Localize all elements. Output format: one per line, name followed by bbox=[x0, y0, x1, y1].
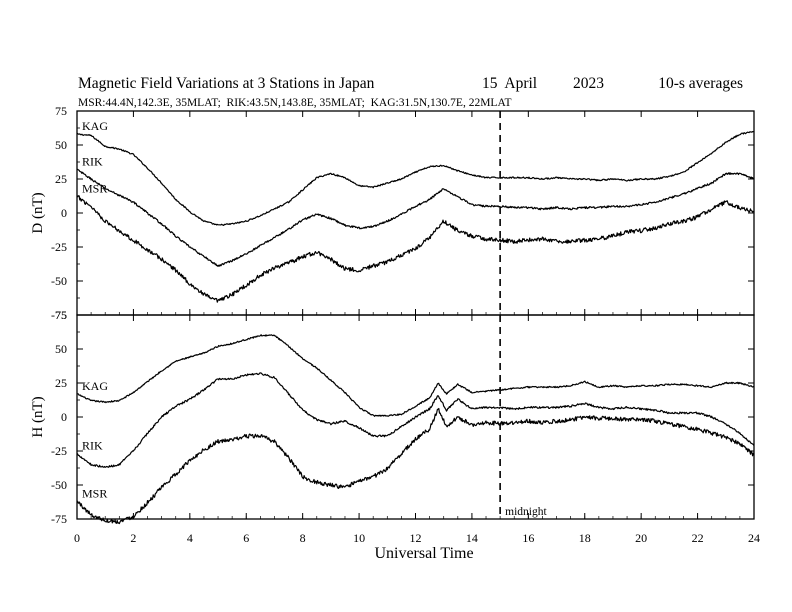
chart-averaging: 10-s averages bbox=[658, 75, 743, 92]
y-tick-label: 25 bbox=[55, 172, 67, 186]
x-tick-label: 16 bbox=[522, 531, 534, 545]
x-tick-label: 18 bbox=[579, 531, 591, 545]
series-line-kag bbox=[76, 130, 755, 226]
series-label-kag: KAG bbox=[82, 379, 108, 393]
x-tick-label: 24 bbox=[748, 531, 760, 545]
y-tick-label: -75 bbox=[51, 308, 67, 322]
y-tick-label: -50 bbox=[51, 274, 67, 288]
chart-title: Magnetic Field Variations at 3 Stations … bbox=[78, 75, 375, 92]
y-tick-label: 0 bbox=[61, 410, 67, 424]
series-line-msr bbox=[76, 407, 755, 525]
series-line-msr bbox=[76, 195, 755, 303]
x-axis-label: Universal Time bbox=[374, 545, 473, 562]
series-label-rik: RIK bbox=[82, 154, 103, 168]
x-tick-label: 4 bbox=[187, 531, 193, 545]
series-line-rik bbox=[76, 372, 755, 468]
series-label-rik: RIK bbox=[82, 439, 103, 453]
chart-year: 2023 bbox=[573, 75, 604, 92]
x-tick-label: 12 bbox=[410, 531, 422, 545]
y-tick-label: 50 bbox=[55, 138, 67, 152]
x-tick-label: 20 bbox=[635, 531, 647, 545]
y-tick-label: 25 bbox=[55, 376, 67, 390]
panel-h: 75 50 25 0 -25 -50 -75 H (nT) KAG RIK MSR bbox=[30, 308, 755, 526]
x-tick-label: 22 bbox=[692, 531, 704, 545]
y-tick-label: -25 bbox=[51, 240, 67, 254]
y-tick-label: -75 bbox=[51, 512, 67, 526]
y-axis-label: H (nT) bbox=[30, 396, 46, 437]
y-tick-label: 75 bbox=[55, 308, 67, 322]
series-label-msr: MSR bbox=[82, 486, 107, 500]
x-axis: 0 2 4 6 8 10 12 14 16 18 20 22 24 bbox=[74, 531, 760, 545]
y-tick-label: -50 bbox=[51, 478, 67, 492]
x-tick-label: 0 bbox=[74, 531, 80, 545]
panel-frame bbox=[76, 110, 755, 316]
x-tick-label: 8 bbox=[300, 531, 306, 545]
y-tick-label: 75 bbox=[55, 104, 67, 118]
panel-d: 75 50 25 0 -25 -50 -75 D (nT) KAG RIK MSR bbox=[30, 104, 755, 322]
series-label-msr: MSR bbox=[82, 182, 107, 196]
series-line-rik bbox=[76, 168, 755, 267]
chart-date: 15 April bbox=[482, 75, 537, 92]
series-line-kag bbox=[76, 334, 755, 417]
y-tick-label: 0 bbox=[61, 206, 67, 220]
x-tick-label: 10 bbox=[353, 531, 365, 545]
x-tick-label: 6 bbox=[243, 531, 249, 545]
series-label-kag: KAG bbox=[82, 119, 108, 133]
x-tick-label: 14 bbox=[466, 531, 478, 545]
x-tick-label: 2 bbox=[130, 531, 136, 545]
y-tick-label: -25 bbox=[51, 444, 67, 458]
y-axis-label: D (nT) bbox=[30, 192, 46, 233]
y-tick-label: 50 bbox=[55, 342, 67, 356]
midnight-label: midnight bbox=[505, 506, 547, 518]
stations-info: MSR:44.4N,142.3E, 35MLAT; RIK:43.5N,143.… bbox=[78, 97, 512, 109]
